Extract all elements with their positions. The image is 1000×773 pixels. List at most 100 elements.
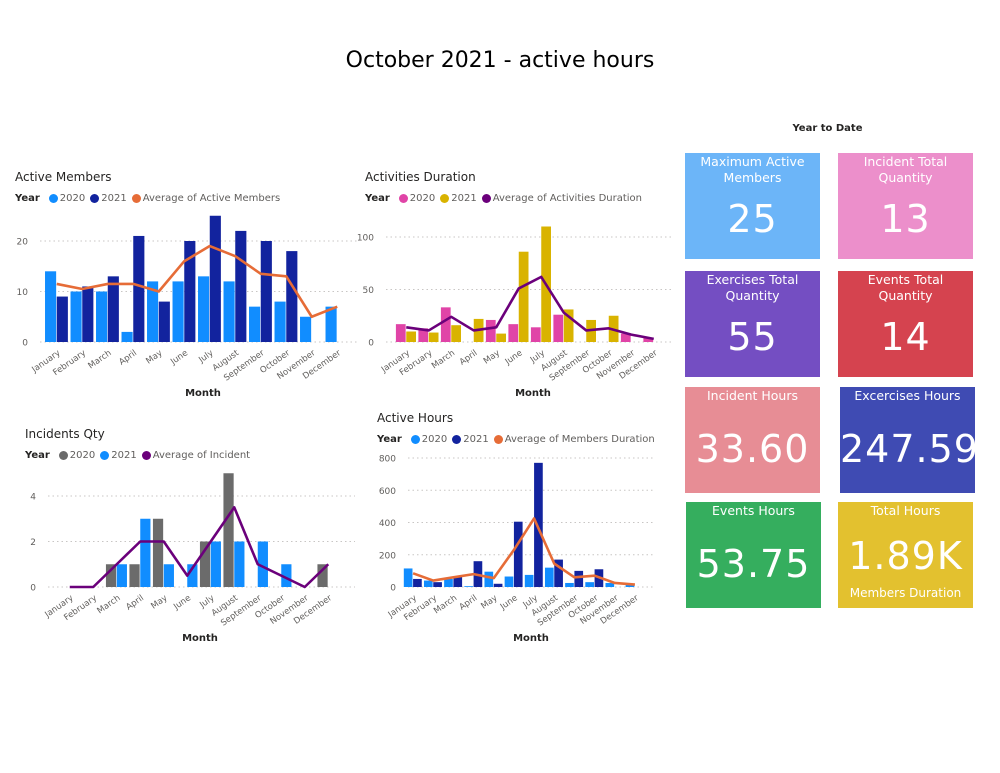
bar-2021-april[interactable] <box>140 518 151 587</box>
bar-2021-july[interactable] <box>209 215 221 342</box>
x-axis-title: Month <box>513 633 549 644</box>
bar-2020-june[interactable] <box>508 324 519 342</box>
kpi-card-max-active-members[interactable]: Maximum Active Members 25 <box>685 153 820 259</box>
bar-2021-may[interactable] <box>158 301 170 342</box>
bar-2020-december[interactable] <box>643 337 654 342</box>
legend-item[interactable]: 2021 <box>463 434 489 445</box>
bar-2020-august[interactable] <box>223 281 235 342</box>
average-line[interactable] <box>69 506 330 589</box>
bar-2020-june[interactable] <box>504 576 514 587</box>
bar-2021-august[interactable] <box>235 230 247 342</box>
legend-item[interactable]: 2021 <box>101 193 127 204</box>
bar-2020-march[interactable] <box>444 578 453 587</box>
y-tick-label: 20 <box>17 238 29 248</box>
bar-2020-may[interactable] <box>147 281 159 342</box>
bar-2020-october[interactable] <box>274 301 286 342</box>
bar-2021-july[interactable] <box>534 462 543 587</box>
bar-2021-may[interactable] <box>496 333 506 342</box>
bar-2021-august[interactable] <box>234 541 245 588</box>
kpi-label: Incident Total Quantity <box>863 154 948 185</box>
legend-item[interactable]: 2020 <box>421 434 448 445</box>
bar-2020-january[interactable] <box>403 568 413 587</box>
bar-2020-april[interactable] <box>464 586 473 587</box>
legend-item[interactable]: 2020 <box>69 450 96 461</box>
bar-2020-march[interactable] <box>440 307 451 342</box>
bar-2020-february[interactable] <box>418 328 429 342</box>
bar-2020-may[interactable] <box>485 319 496 342</box>
bar-2021-february[interactable] <box>428 332 439 342</box>
bar-2020-july[interactable] <box>524 574 534 587</box>
bar-2020-july[interactable] <box>199 541 211 588</box>
kpi-card-incident-total-quantity[interactable]: Incident Total Quantity 13 <box>838 153 973 259</box>
bar-2020-august[interactable] <box>223 473 234 587</box>
bar-2020-august[interactable] <box>553 314 564 342</box>
bar-2020-april[interactable] <box>129 564 140 587</box>
bar-2021-october[interactable] <box>281 564 292 587</box>
bar-2021-march[interactable] <box>451 325 461 342</box>
bar-2020-july[interactable] <box>198 276 210 342</box>
bar-2020-october[interactable] <box>585 582 594 587</box>
bar-2020-february[interactable] <box>70 291 82 343</box>
x-tick-label: May <box>144 348 164 366</box>
kpi-card-incident-hours[interactable]: Incident Hours 33.60 <box>685 387 820 493</box>
bar-2020-march[interactable] <box>96 291 108 343</box>
bar-2021-march[interactable] <box>107 276 119 342</box>
kpi-card-total-hours[interactable]: Total Hours 1.89K Members Duration <box>838 502 973 608</box>
legend-item[interactable]: 2021 <box>111 450 137 461</box>
bar-2020-june[interactable] <box>172 281 184 342</box>
bar-2021-june[interactable] <box>513 521 523 587</box>
bar-2020-january[interactable] <box>395 324 406 342</box>
bar-2020-august[interactable] <box>544 567 554 587</box>
kpi-card-excercises-hours[interactable]: Excercises Hours 247.59 <box>840 387 978 493</box>
legend-item[interactable]: 2020 <box>409 193 436 204</box>
bar-2020-november[interactable] <box>620 333 631 342</box>
bar-2021-january[interactable] <box>56 296 68 342</box>
bar-2021-july[interactable] <box>210 541 221 588</box>
legend-item[interactable]: Average of Incident <box>152 450 251 461</box>
bar-2020-november[interactable] <box>300 316 312 342</box>
bar-2021-may[interactable] <box>163 564 174 587</box>
bar-2020-january[interactable] <box>45 271 57 342</box>
kpi-card-events-total-quantity[interactable]: Events Total Quantity 14 <box>838 271 973 377</box>
bar-2021-august[interactable] <box>554 559 563 587</box>
bar-2021-january[interactable] <box>413 578 422 587</box>
bar-2021-october[interactable] <box>286 251 298 342</box>
bar-2021-march[interactable] <box>453 576 463 587</box>
kpi-card-events-hours[interactable]: Events Hours 53.75 <box>686 502 821 608</box>
bar-2021-february[interactable] <box>82 286 94 342</box>
bar-2021-january[interactable] <box>406 331 416 343</box>
kpi-label: Maximum Active Members <box>700 154 805 185</box>
kpi-card-exercises-total-quantity[interactable]: Exercises Total Quantity 55 <box>685 271 820 377</box>
bar-2020-september[interactable] <box>249 306 261 342</box>
bar-2020-may[interactable] <box>484 571 494 587</box>
bar-2020-march[interactable] <box>105 564 117 587</box>
average-line[interactable] <box>406 275 654 341</box>
legend-item[interactable]: Average of Active Members <box>142 193 281 204</box>
bar-2021-june[interactable] <box>187 564 198 587</box>
bar-2021-april[interactable] <box>133 235 145 342</box>
bar-2021-june[interactable] <box>184 241 196 342</box>
bar-2020-july[interactable] <box>530 327 541 342</box>
legend-item[interactable]: Average of Activities Duration <box>492 193 642 204</box>
bar-2021-august[interactable] <box>563 309 574 342</box>
bar-2021-may[interactable] <box>493 583 503 587</box>
bar-2021-june[interactable] <box>518 251 529 342</box>
bar-2020-december[interactable] <box>625 584 635 587</box>
average-line[interactable] <box>56 244 338 319</box>
bar-2021-february[interactable] <box>433 582 442 587</box>
bar-2020-may[interactable] <box>152 518 164 587</box>
legend-item[interactable]: Average of Members Duration <box>504 434 655 445</box>
bar-2020-february[interactable] <box>423 580 433 587</box>
bar-2020-december[interactable] <box>325 306 337 342</box>
bar-2021-september[interactable] <box>574 570 584 587</box>
bar-2020-december[interactable] <box>317 564 328 587</box>
bar-2020-september[interactable] <box>565 582 574 587</box>
bar-2021-march[interactable] <box>116 564 127 587</box>
bar-2020-november[interactable] <box>605 582 615 587</box>
bar-2021-september[interactable] <box>257 541 268 588</box>
bar-2020-april[interactable] <box>121 331 133 342</box>
legend-item[interactable]: 2020 <box>59 193 86 204</box>
average-line[interactable] <box>412 517 636 586</box>
bar-2021-september[interactable] <box>260 241 272 342</box>
legend-item[interactable]: 2021 <box>451 193 477 204</box>
